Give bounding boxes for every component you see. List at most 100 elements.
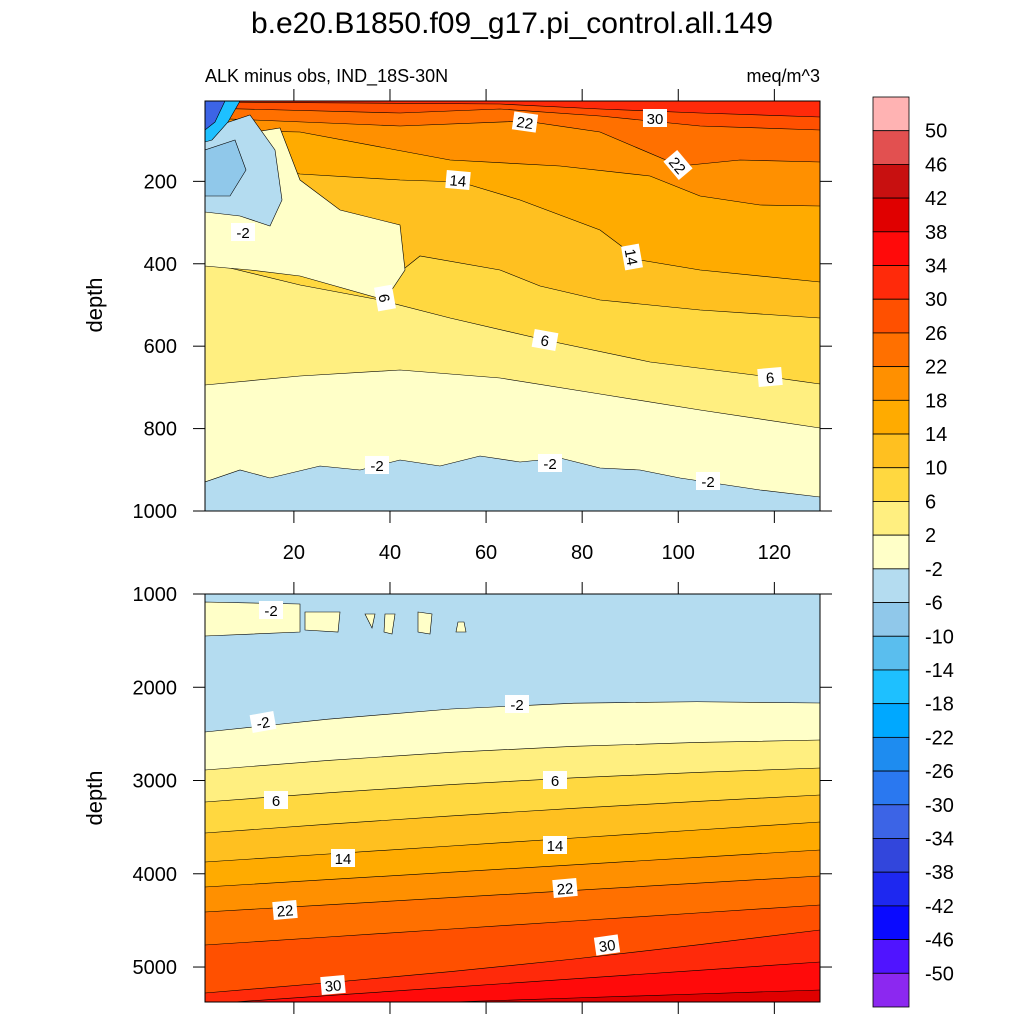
contour-line <box>205 821 820 863</box>
plot-frame <box>204 593 821 1003</box>
contour-label-text: 30 <box>647 111 664 128</box>
contour-label-text: 6 <box>272 793 280 810</box>
contour-label-text: -2 <box>370 458 383 475</box>
colorbar-label: -22 <box>925 727 954 749</box>
contour-label-text: 30 <box>324 977 342 995</box>
colorbar-box <box>872 905 910 940</box>
y-axis-label: depth <box>82 770 107 825</box>
colorbar-box <box>872 703 910 738</box>
colorbar-label: -6 <box>925 593 943 615</box>
label-box <box>249 711 277 733</box>
colorbar-box <box>872 197 910 233</box>
colorbar-label: 50 <box>925 121 947 143</box>
colorbar-label: -18 <box>925 694 954 716</box>
colorbar-box <box>872 635 910 671</box>
x-tick-label: 40 <box>379 542 401 564</box>
colorbar-box <box>872 770 910 806</box>
y-tick-label: 3000 <box>133 771 178 793</box>
colorbar-label: 6 <box>925 491 936 513</box>
contour-band <box>383 613 396 635</box>
contour-band <box>205 101 226 131</box>
plot-frame <box>204 100 821 512</box>
contour-label: -2 <box>231 223 255 242</box>
x-tick-label: 120 <box>758 542 791 564</box>
label-box <box>538 454 562 472</box>
colorbar-label: -42 <box>925 896 954 918</box>
colorbar-box <box>872 804 910 839</box>
label-box <box>320 974 346 996</box>
colorbar-box <box>872 939 910 974</box>
label-box <box>505 695 529 713</box>
contour-band <box>364 613 376 629</box>
x-tick-label: 20 <box>283 542 305 564</box>
colorbar-box <box>872 130 910 165</box>
colorbar-label: -34 <box>925 828 954 850</box>
contour-label: 6 <box>531 329 559 351</box>
y-tick-label: 4000 <box>133 864 178 886</box>
y-axis-label: depth <box>82 277 107 332</box>
y-tick-label: 400 <box>144 254 177 276</box>
contour-band <box>205 101 820 117</box>
colorbar-box <box>872 669 910 705</box>
contour-band <box>304 611 341 633</box>
contour-label: -2 <box>365 456 389 475</box>
contour-label-text: -2 <box>264 603 277 620</box>
contour-line <box>205 261 820 385</box>
contour-label: 14 <box>331 849 355 868</box>
label-box <box>696 472 720 490</box>
label-box <box>272 899 298 921</box>
colorbar-box <box>872 399 910 435</box>
label-box <box>445 169 471 191</box>
contour-band <box>455 621 467 633</box>
colorbar-box <box>872 534 910 570</box>
colorbar-box <box>872 298 910 334</box>
colorbar-label: 34 <box>925 256 947 278</box>
label-box <box>365 456 389 474</box>
label-box <box>757 366 783 388</box>
contour-label-text: -2 <box>543 456 556 473</box>
colorbar-box <box>872 164 910 199</box>
contour-line <box>205 794 820 834</box>
colorbar-box <box>872 972 910 1008</box>
contour-label-text: -2 <box>236 225 249 242</box>
label-box <box>621 243 643 271</box>
contour-line <box>205 849 820 888</box>
label-box <box>531 329 559 351</box>
colorbar-box <box>872 871 910 907</box>
y-tick-label: 200 <box>144 171 177 193</box>
colorbar-label: -26 <box>925 761 954 783</box>
colorbar-label: 46 <box>925 154 947 176</box>
contour-label: -2 <box>538 454 562 473</box>
contour-line <box>205 129 820 207</box>
x-tick-label: 80 <box>571 542 593 564</box>
contour-fill <box>205 101 820 511</box>
contour-label: 6 <box>374 284 396 312</box>
label-box <box>264 791 288 809</box>
colorbar-box <box>872 736 910 772</box>
y-tick-label: 5000 <box>133 957 178 979</box>
contour-line <box>205 875 820 913</box>
y-tick-label: 2000 <box>133 677 178 699</box>
colorbar-box <box>872 467 910 502</box>
y-tick-label: 1000 <box>133 501 178 523</box>
colorbar-label: -46 <box>925 930 954 952</box>
contour-line <box>205 117 820 167</box>
contour-label: -2 <box>505 695 529 714</box>
contour-label-text: 6 <box>539 332 550 350</box>
contour-band <box>417 611 433 635</box>
y-tick-label: 800 <box>144 419 177 441</box>
contour-label: -2 <box>259 601 283 620</box>
label-box <box>663 150 693 180</box>
label-box <box>511 111 539 133</box>
contour-label: 30 <box>593 934 621 956</box>
label-box <box>593 934 621 956</box>
colorbar-label: -2 <box>925 559 943 581</box>
label-box <box>643 109 667 127</box>
colorbar-box <box>872 568 910 603</box>
contour-label: 6 <box>543 771 567 790</box>
colorbar-box <box>872 602 910 637</box>
contour-label-text: 6 <box>551 773 559 790</box>
contour-line <box>205 369 820 429</box>
contour-fill <box>205 594 820 1002</box>
